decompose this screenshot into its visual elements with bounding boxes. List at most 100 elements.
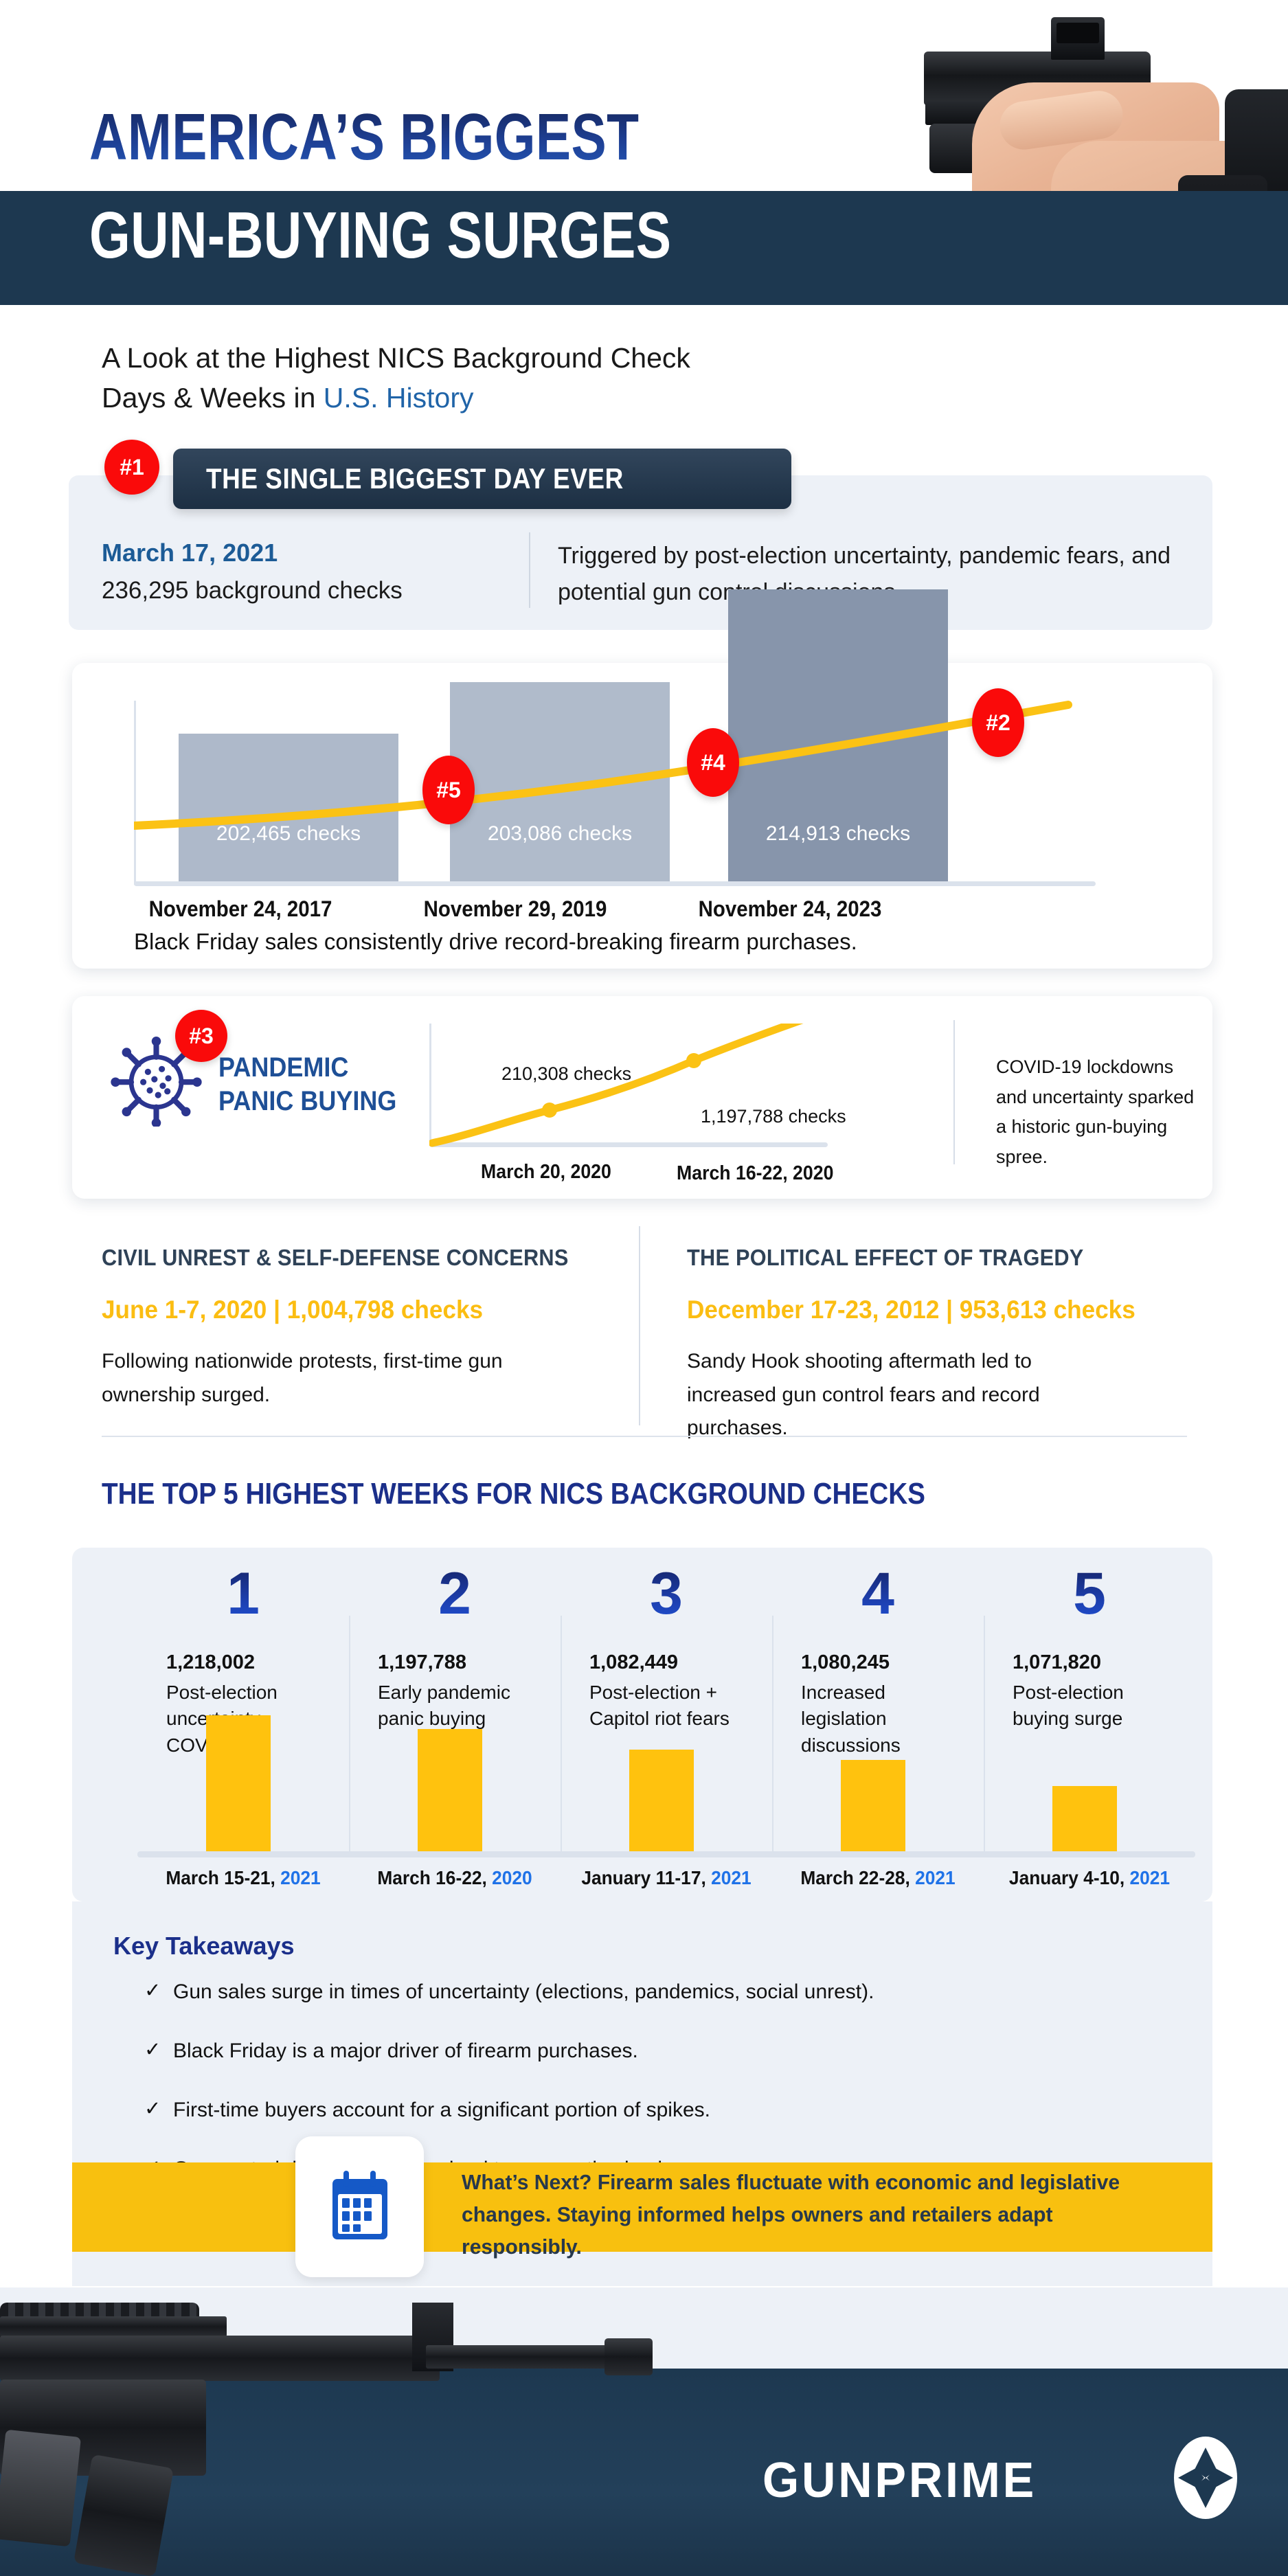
x-tick-label: November 29, 2019 bbox=[423, 896, 607, 921]
pistol-optic bbox=[1051, 17, 1105, 60]
column-highlight: June 1-7, 2020 | 1,004,798 checks bbox=[102, 1296, 484, 1324]
pandemic-value-label: 210,308 checks bbox=[501, 1063, 632, 1084]
column-political-effect: THE POLITICAL EFFECT OF TRAGEDY December… bbox=[687, 1245, 1230, 1445]
x-tick-label: January 4-10, 2021 bbox=[1008, 1867, 1171, 1888]
brand-wordmark: GUNPRIME bbox=[762, 2453, 1037, 2508]
black-friday-note: Black Friday sales consistently drive re… bbox=[134, 929, 857, 954]
rifle-magazine bbox=[0, 2429, 82, 2547]
rank-number: 3 bbox=[561, 1564, 772, 1623]
page-title-line2: GUN-BUYING SURGES bbox=[89, 199, 672, 272]
top5-x-labels: March 15-21, 2021 March 16-22, 2020 Janu… bbox=[137, 1867, 1195, 1889]
x-tick-label: March 16-22, 2020 bbox=[677, 1162, 834, 1184]
black-friday-x-labels: November 24, 2017 November 29, 2019 Nove… bbox=[103, 896, 1147, 922]
footer bbox=[0, 2369, 1288, 2576]
column-body: Following nationwide protests, first-tim… bbox=[102, 1350, 503, 1406]
pandemic-line-icon bbox=[429, 1024, 804, 1147]
crosshair-icon bbox=[1174, 2437, 1237, 2519]
list-item-label: First-time buyers account for a signific… bbox=[173, 2099, 710, 2121]
week-total: 1,080,245 bbox=[801, 1651, 890, 1673]
rifle-photo bbox=[0, 2303, 756, 2576]
data-point-marker bbox=[542, 1103, 557, 1118]
black-friday-chart: 202,465 checks 203,086 checks 214,913 ch… bbox=[134, 589, 1096, 886]
chart-bar bbox=[418, 1729, 482, 1851]
pandemic-label-line1: PANDEMIC bbox=[218, 1052, 349, 1083]
page-title-line1: AMERICA’S BIGGEST bbox=[89, 100, 640, 174]
column-civil-unrest: CIVIL UNREST & SELF-DEFENSE CONCERNS Jun… bbox=[102, 1245, 644, 1412]
x-tick-label: January 11-17, 2021 bbox=[581, 1867, 752, 1888]
ribbon-label: THE SINGLE BIGGEST DAY EVER bbox=[206, 462, 624, 495]
x-tick-label: March 15-21, 2021 bbox=[166, 1867, 321, 1888]
week-total: 1,197,788 bbox=[378, 1651, 467, 1673]
page-subtitle: A Look at the Highest NICS Background Ch… bbox=[102, 338, 857, 418]
column-heading: CIVIL UNREST & SELF-DEFENSE CONCERNS bbox=[102, 1245, 569, 1270]
subtitle-accent: U.S. History bbox=[323, 382, 474, 414]
week-description: Increased legislation discussions bbox=[801, 1681, 901, 1756]
week-total: 1,071,820 bbox=[1013, 1651, 1102, 1673]
horizontal-divider bbox=[102, 1436, 1187, 1437]
column-highlight: December 17-23, 2012 | 953,613 checks bbox=[687, 1296, 1136, 1324]
whats-next-text: What’s Next? Firearm sales fluctuate wit… bbox=[462, 2170, 1120, 2259]
rank-number: 5 bbox=[984, 1564, 1195, 1623]
chart-bar bbox=[629, 1750, 694, 1851]
rank-number: 4 bbox=[772, 1564, 984, 1623]
rank-badge-4: #4 bbox=[687, 728, 739, 797]
top5-column: 5 1,071,820 Post-election buying surge bbox=[984, 1564, 1195, 1855]
week-description: Post-election buying surge bbox=[1013, 1681, 1124, 1730]
rifle-muzzle bbox=[605, 2338, 653, 2375]
week-description: Post-election + Capitol riot fears bbox=[589, 1681, 730, 1730]
biggest-day-checks: 236,295 background checks bbox=[102, 577, 403, 604]
rank-badge-2: #2 bbox=[972, 688, 1024, 757]
list-item: ✓ Black Friday is a major driver of fire… bbox=[144, 2037, 1106, 2064]
rank-number: 2 bbox=[349, 1564, 561, 1623]
rifle-rail bbox=[0, 2316, 227, 2337]
top5-bar-chart bbox=[137, 1697, 1195, 1857]
list-item: ✓ First-time buyers account for a signif… bbox=[144, 2097, 1106, 2123]
pandemic-card bbox=[72, 996, 1212, 1199]
key-takeaways-title: Key Takeaways bbox=[113, 1932, 295, 1960]
subtitle-line2: Days & Weeks in bbox=[102, 382, 324, 414]
biggest-day-ribbon: THE SINGLE BIGGEST DAY EVER bbox=[173, 449, 791, 509]
week-total: 1,082,449 bbox=[589, 1651, 679, 1673]
rank-badge-5: #5 bbox=[422, 756, 475, 824]
check-icon: ✓ bbox=[144, 2098, 161, 2120]
chart-y-axis bbox=[134, 701, 136, 885]
hero-section: AMERICA’S BIGGEST GUN-BUYING SURGES bbox=[0, 0, 1288, 323]
pandemic-label-line2: PANIC BUYING bbox=[218, 1085, 397, 1116]
rank-number: 1 bbox=[137, 1564, 349, 1623]
hero-band bbox=[0, 191, 1288, 305]
vertical-divider bbox=[639, 1226, 640, 1425]
rank-badge-1: #1 bbox=[104, 440, 159, 495]
biggest-day-date: March 17, 2021 bbox=[102, 539, 278, 567]
rank-badge-3: #3 bbox=[175, 1010, 227, 1062]
pandemic-note: COVID-19 lockdowns and uncertainty spark… bbox=[996, 1057, 1195, 1168]
trend-line-icon bbox=[134, 701, 1072, 830]
vertical-divider bbox=[529, 532, 530, 608]
top5-column: 2 1,197,788 Early pandemic panic buying bbox=[349, 1564, 561, 1855]
column-body: Sandy Hook shooting aftermath led to inc… bbox=[687, 1350, 1040, 1440]
list-item: ✓ Gun sales surge in times of uncertaint… bbox=[144, 1978, 1106, 2005]
x-tick-label: March 16-22, 2020 bbox=[377, 1867, 532, 1888]
x-tick-label: March 20, 2020 bbox=[481, 1161, 611, 1183]
rifle-upper bbox=[0, 2336, 440, 2381]
x-tick-label: March 22-28, 2021 bbox=[800, 1867, 956, 1888]
biggest-day-stats: March 17, 2021 236,295 background checks bbox=[102, 539, 507, 605]
column-heading: THE POLITICAL EFFECT OF TRAGEDY bbox=[687, 1245, 1084, 1270]
data-point-marker bbox=[686, 1053, 701, 1068]
pandemic-label: PANDEMIC PANIC BUYING bbox=[218, 1051, 396, 1118]
top5-column: 3 1,082,449 Post-election + Capitol riot… bbox=[561, 1564, 772, 1855]
chart-bar bbox=[1052, 1786, 1117, 1851]
chart-bar bbox=[206, 1715, 271, 1851]
chart-baseline bbox=[137, 1851, 1195, 1857]
list-item-label: Gun sales surge in times of uncertainty … bbox=[173, 1980, 874, 2003]
calendar-icon-card bbox=[295, 2136, 424, 2277]
calendar-icon bbox=[332, 2170, 387, 2239]
check-icon: ✓ bbox=[144, 2039, 161, 2061]
vertical-divider bbox=[953, 1020, 955, 1164]
bar-value-label: 202,465 checks bbox=[216, 822, 361, 845]
chart-y-axis bbox=[429, 1024, 431, 1146]
chart-x-axis bbox=[429, 1142, 828, 1147]
chart-x-axis bbox=[134, 881, 1096, 886]
top5-column: 4 1,080,245 Increased legislation discus… bbox=[772, 1564, 984, 1855]
top5-title: THE TOP 5 HIGHEST WEEKS FOR NICS BACKGRO… bbox=[102, 1477, 925, 1511]
bar-value-label: 203,086 checks bbox=[487, 822, 633, 845]
